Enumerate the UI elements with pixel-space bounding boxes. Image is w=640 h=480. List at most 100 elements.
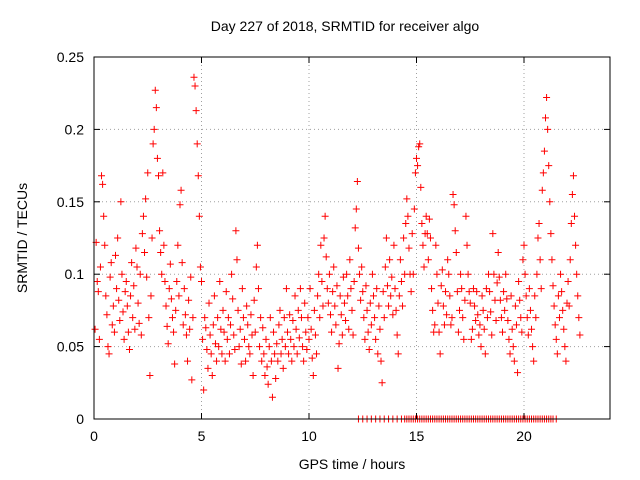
data-point xyxy=(207,350,215,358)
data-point xyxy=(100,212,108,220)
data-point xyxy=(566,256,574,264)
data-point xyxy=(338,331,346,339)
data-point xyxy=(385,302,393,310)
data-point xyxy=(258,357,266,365)
data-point xyxy=(153,154,161,162)
data-point xyxy=(452,248,460,256)
data-point xyxy=(214,314,222,322)
data-point xyxy=(219,306,227,314)
data-point xyxy=(181,311,189,319)
data-point xyxy=(315,270,323,278)
data-point xyxy=(518,328,526,336)
data-point xyxy=(364,328,372,336)
data-point xyxy=(483,314,491,322)
data-point xyxy=(461,296,469,304)
data-point xyxy=(493,279,501,287)
data-point xyxy=(334,364,342,372)
data-point xyxy=(370,292,377,300)
data-point xyxy=(499,328,506,336)
data-point xyxy=(115,296,123,304)
data-point xyxy=(374,350,382,358)
data-point xyxy=(489,230,497,238)
data-point xyxy=(149,140,157,148)
data-point xyxy=(399,302,407,310)
data-point xyxy=(304,314,312,322)
data-point xyxy=(345,325,353,333)
data-point xyxy=(424,256,432,264)
data-point xyxy=(157,248,165,256)
data-point xyxy=(544,125,552,133)
data-point xyxy=(286,311,294,319)
data-point xyxy=(565,302,573,310)
data-point xyxy=(459,314,467,322)
data-point xyxy=(188,376,196,384)
data-point xyxy=(290,343,298,351)
data-point xyxy=(508,325,516,333)
data-point xyxy=(394,350,402,358)
data-point xyxy=(273,340,281,348)
data-point xyxy=(492,317,500,325)
data-point xyxy=(517,314,525,322)
data-point xyxy=(319,302,327,310)
y-tick-label: 0 xyxy=(76,411,84,427)
data-point xyxy=(118,270,126,278)
data-point xyxy=(177,186,185,194)
grid xyxy=(94,57,610,419)
data-point xyxy=(388,273,396,281)
data-point xyxy=(99,180,107,188)
data-point xyxy=(108,321,116,329)
data-point xyxy=(161,277,169,285)
data-point xyxy=(376,325,384,333)
data-point xyxy=(417,183,425,191)
data-point xyxy=(486,288,494,296)
data-point xyxy=(403,195,411,203)
data-point xyxy=(548,256,556,264)
data-point xyxy=(349,331,357,339)
y-tick-label: 0.2 xyxy=(65,121,85,137)
data-point xyxy=(287,335,295,343)
data-point xyxy=(141,248,149,256)
data-point xyxy=(128,259,136,267)
data-point xyxy=(245,343,253,351)
data-point xyxy=(122,277,130,285)
y-tick-label: 0.05 xyxy=(57,339,84,355)
data-point xyxy=(272,374,280,382)
data-point xyxy=(405,244,413,252)
data-point xyxy=(539,169,547,177)
data-point xyxy=(339,273,347,281)
data-point xyxy=(131,325,139,333)
data-point xyxy=(159,169,167,177)
data-point xyxy=(431,321,439,329)
data-point xyxy=(428,285,436,293)
data-point xyxy=(284,328,291,336)
data-point xyxy=(536,256,544,264)
data-point xyxy=(395,292,403,300)
data-point xyxy=(276,306,284,314)
data-point xyxy=(150,125,158,133)
data-point xyxy=(230,331,238,339)
data-point xyxy=(166,260,174,268)
data-point xyxy=(382,234,390,242)
data-point xyxy=(221,357,229,365)
data-point xyxy=(117,198,125,206)
data-point xyxy=(523,314,531,322)
axis-ticks: 0 5 10 15 20 0 0.05 0.1 0.15 0.2 0.25 xyxy=(57,49,610,444)
data-point xyxy=(447,321,455,329)
data-point xyxy=(465,288,473,296)
data-point xyxy=(306,285,314,293)
data-point xyxy=(185,296,193,304)
data-point xyxy=(378,379,386,387)
data-point xyxy=(114,234,122,242)
data-point xyxy=(168,314,176,322)
data-point xyxy=(109,302,117,310)
data-point xyxy=(476,321,484,329)
data-point xyxy=(520,241,528,249)
data-point xyxy=(246,350,254,358)
data-point xyxy=(503,295,511,303)
data-point xyxy=(180,285,188,293)
data-point xyxy=(151,86,159,94)
data-point xyxy=(575,314,583,322)
data-point xyxy=(102,292,110,300)
data-point xyxy=(192,107,200,115)
